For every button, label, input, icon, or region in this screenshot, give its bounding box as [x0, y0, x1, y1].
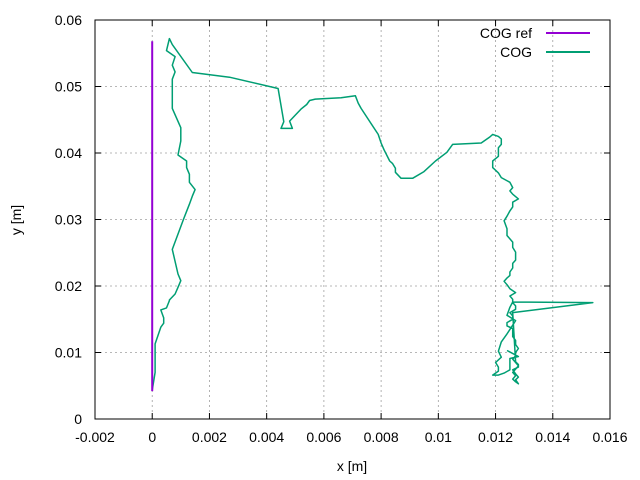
x-tick-label: 0.014 — [535, 429, 570, 445]
y-tick-label: 0.04 — [55, 145, 82, 161]
y-axis-label: y [m] — [8, 205, 24, 235]
x-tick-label: 0.006 — [306, 429, 341, 445]
y-tick-label: 0.06 — [55, 12, 82, 28]
x-tick-label: 0.01 — [425, 429, 452, 445]
x-tick-label: 0.008 — [364, 429, 399, 445]
legend-label: COG — [500, 44, 532, 60]
y-tick-label: 0.03 — [55, 212, 82, 228]
x-tick-label: 0.004 — [249, 429, 284, 445]
x-tick-label: 0.002 — [192, 429, 227, 445]
x-tick-label: 0 — [148, 429, 156, 445]
y-tick-label: 0.02 — [55, 278, 82, 294]
y-tick-label: 0.01 — [55, 345, 82, 361]
x-tick-label: 0.016 — [592, 429, 627, 445]
x-axis-label: x [m] — [337, 458, 367, 474]
ticks: -0.002 0 0.002 0.004 0.006 0.008 0.01 0.012 0.01… — [55, 12, 628, 445]
legend-label: COG ref — [480, 25, 532, 41]
series-line-cog — [151, 37, 594, 391]
y-tick-label: 0.05 — [55, 79, 82, 95]
y-tick-label: 0 — [74, 411, 82, 427]
x-tick-label: -0.002 — [75, 429, 115, 445]
legend: COG ref COG — [480, 25, 590, 60]
x-tick-label: 0.012 — [478, 429, 513, 445]
plot-series — [151, 37, 594, 392]
